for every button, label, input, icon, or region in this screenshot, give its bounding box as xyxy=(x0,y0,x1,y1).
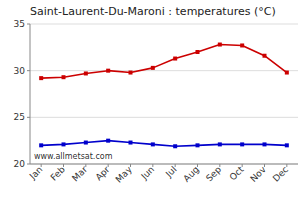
chart-title: Saint-Laurent-Du-Maroni : temperatures (… xyxy=(30,5,276,18)
watermark: www.allmetsat.com xyxy=(34,152,113,161)
series-marker xyxy=(106,139,110,143)
x-tick xyxy=(264,164,265,167)
x-tick xyxy=(85,164,86,167)
grid-line xyxy=(30,117,298,118)
x-tick xyxy=(242,164,243,167)
x-tick-label: Apr xyxy=(93,164,111,182)
grid-line xyxy=(30,70,298,71)
series-marker xyxy=(218,142,222,146)
x-tick-label: Jan xyxy=(27,164,45,182)
x-tick-label: Aug xyxy=(181,164,201,184)
series-marker xyxy=(84,141,88,145)
chart-container: 20 25 30 35 JanFebMarAprMayJun JulAugSep OctNo… xyxy=(0,0,305,200)
x-tick xyxy=(152,164,153,167)
x-tick-label: Mar xyxy=(70,164,89,183)
x-tick-label: Oct xyxy=(228,164,246,182)
series-marker xyxy=(173,57,177,61)
series-marker xyxy=(240,142,244,146)
chart-svg: 20 25 30 35 JanFebMarAprMayJun JulAugSep OctNo… xyxy=(0,0,305,200)
series-line xyxy=(41,45,287,79)
series-marker xyxy=(106,69,110,73)
series-marker xyxy=(285,143,289,147)
grid-line xyxy=(30,164,298,165)
series-marker xyxy=(129,71,133,75)
x-tick xyxy=(41,164,42,167)
x-tick-label: Jul xyxy=(163,164,178,179)
y-tick-label: 30 xyxy=(14,66,26,76)
series-marker xyxy=(196,50,200,54)
series-marker xyxy=(263,54,267,58)
y-axis xyxy=(30,24,31,164)
series-marker xyxy=(62,75,66,79)
series-marker xyxy=(285,71,289,75)
y-tick-label: 25 xyxy=(14,112,25,122)
x-axis xyxy=(30,164,298,165)
series-line xyxy=(41,141,287,147)
x-tick-label: Sep xyxy=(204,164,223,183)
plot-area xyxy=(39,43,289,149)
series-marker xyxy=(196,143,200,147)
x-tick-label: Nov xyxy=(248,164,268,184)
series-marker xyxy=(151,66,155,70)
series-marker xyxy=(263,142,267,146)
grid-line xyxy=(30,24,298,25)
series-marker xyxy=(151,142,155,146)
x-tick-label: Dec xyxy=(271,164,290,183)
y-tick-label: 35 xyxy=(14,19,25,29)
series-marker xyxy=(218,43,222,47)
x-tick xyxy=(130,164,131,167)
x-tick xyxy=(63,164,64,167)
series-marker xyxy=(129,141,133,145)
x-tick xyxy=(197,164,198,167)
x-tick xyxy=(219,164,220,167)
series-marker xyxy=(84,71,88,75)
x-tick-label: May xyxy=(114,164,135,185)
x-tick-label: Feb xyxy=(49,164,68,183)
x-tick xyxy=(108,164,109,167)
y-tick-label: 20 xyxy=(14,159,26,169)
series-marker xyxy=(62,142,66,146)
x-tick-label: Jun xyxy=(139,164,157,182)
x-tick xyxy=(175,164,176,167)
series-marker xyxy=(39,76,43,80)
series-marker xyxy=(39,143,43,147)
series-marker xyxy=(240,43,244,47)
x-tick xyxy=(286,164,287,167)
series-marker xyxy=(173,144,177,148)
